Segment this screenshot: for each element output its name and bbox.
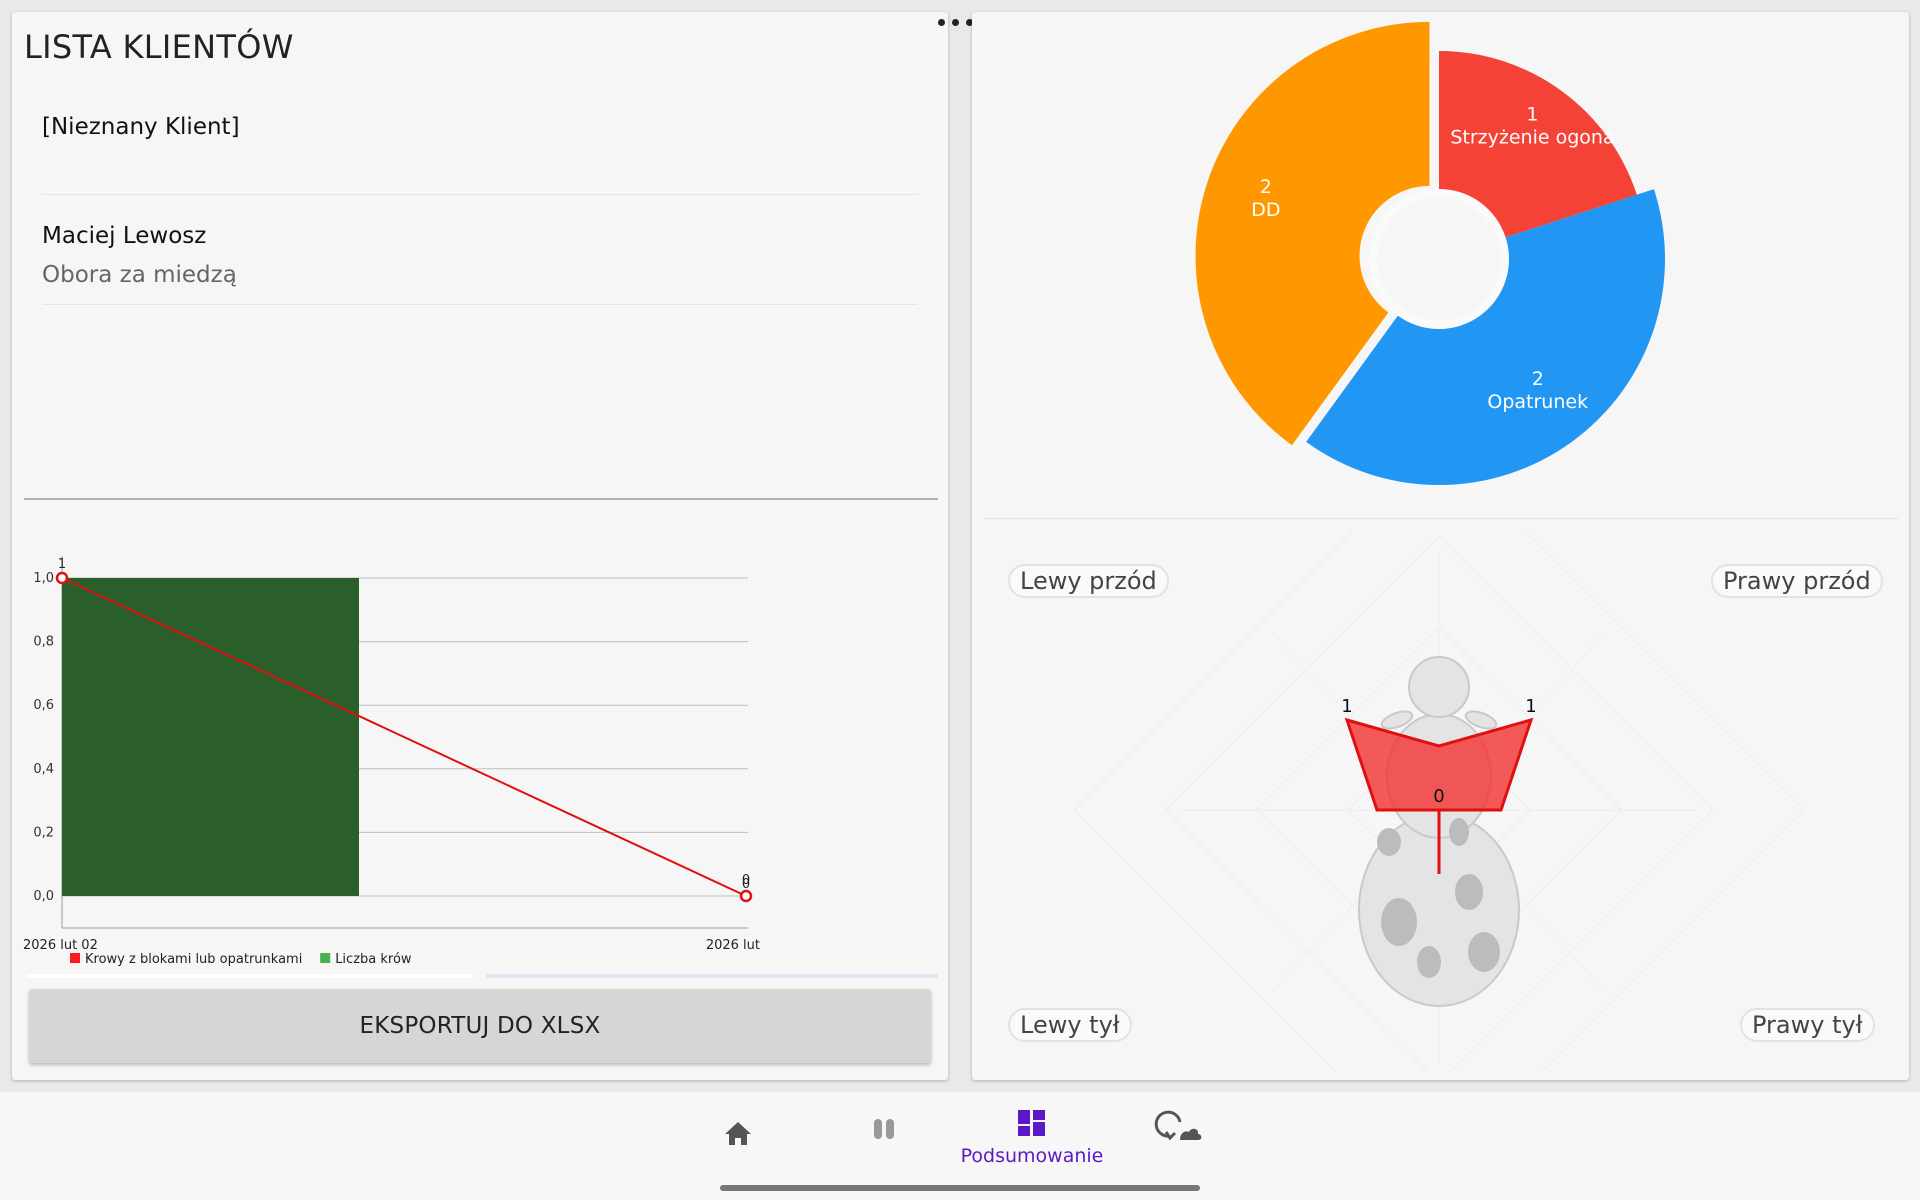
y-tick-label: 0,4 (33, 762, 54, 777)
donut-slice (1439, 51, 1637, 238)
y-tick-label: 1,0 (33, 571, 54, 586)
page-title: LISTA KLIENTÓW (24, 28, 294, 66)
nav-summary-label: Podsumowanie (960, 1145, 1104, 1167)
x-tick-label: 2026 lut 02 (23, 938, 98, 953)
y-tick-label: 0,2 (33, 825, 54, 840)
clients-panel: LISTA KLIENTÓW [Nieznany Klient] Maciej … (12, 12, 948, 1080)
slice-label: Strzyżenie ogona (1450, 126, 1614, 148)
y-tick-label: 0,8 (33, 635, 54, 650)
leg-rear-left-label: Lewy tył (1008, 1008, 1132, 1042)
nav-pause[interactable] (826, 1092, 942, 1182)
data-label: 1 (58, 557, 66, 572)
cow-ear (1464, 710, 1498, 730)
legend-label: Krowy z blokami lub opatrunkami (85, 952, 302, 967)
cow-ear (1380, 710, 1414, 730)
leg-front-left-label: Lewy przód (1008, 564, 1169, 598)
client-list-item[interactable]: Maciej Lewosz Obora za miedzą (42, 195, 918, 305)
donut-hole (1377, 197, 1501, 321)
radar-value-label: 0 (1433, 786, 1444, 807)
bar (62, 578, 359, 896)
legs-radar-chart: 1 1 0 (1073, 532, 1805, 1072)
y-tick-label: 0,6 (33, 698, 54, 713)
radar-grid (1164, 535, 1714, 1072)
x-tick-label: 2026 lut (706, 938, 760, 953)
export-xlsx-button[interactable]: EKSPORTUJ DO XLSX (29, 989, 931, 1063)
radar-grid (1073, 532, 1805, 1072)
home-icon (725, 1122, 751, 1145)
slice-label: Opatrunek (1487, 391, 1588, 413)
client-name: Maciej Lewosz (42, 223, 207, 249)
legend-swatch (70, 953, 80, 963)
data-label: 0 (742, 877, 750, 892)
radar-value-label: 1 (1341, 696, 1352, 717)
line-series (61, 577, 747, 897)
line-point (55, 571, 69, 585)
nav-sync[interactable] (1124, 1092, 1240, 1182)
cow-spot (1377, 828, 1401, 856)
home-indicator (720, 1185, 1200, 1191)
data-label: 0 (742, 873, 750, 888)
y-tick-label: 0,0 (33, 889, 54, 904)
bottom-navigation: Podsumowanie (0, 1092, 1920, 1200)
cow-spot (1455, 874, 1483, 910)
client-location: Obora za miedzą (42, 262, 237, 288)
more-options-icon[interactable] (938, 16, 982, 28)
legend-label: Liczba krów (335, 952, 412, 967)
divider (24, 498, 938, 500)
cow-spot (1381, 898, 1417, 946)
sync-icon (1154, 1110, 1202, 1141)
dashboard-icon (1018, 1110, 1045, 1136)
cows-chart: 1,0 0,8 0,6 0,4 0,2 0,0 1 00 2026 lut 02 2026 lut… (23, 556, 760, 967)
line-point (739, 889, 753, 903)
cow-spot (1417, 946, 1441, 978)
cow-spot (1449, 818, 1469, 846)
client-list-item[interactable]: [Nieznany Klient] (42, 92, 918, 195)
progress-track (486, 974, 938, 978)
slice-count: 2 (1532, 368, 1544, 390)
leg-rear-right-label: Prawy tył (1740, 1008, 1875, 1042)
slice-label: DD (1251, 199, 1280, 221)
slice-count: 2 (1260, 176, 1272, 198)
client-name: [Nieznany Klient] (42, 114, 240, 140)
divider (984, 518, 1898, 519)
cow-spot (1468, 932, 1500, 972)
radar-value-label: 1 (1525, 696, 1536, 717)
radar-area (1344, 717, 1534, 812)
slice-count: 1 (1526, 103, 1538, 125)
donut-slice (1306, 189, 1665, 485)
leg-front-right-label: Prawy przód (1711, 564, 1883, 598)
donut-slice (1195, 21, 1430, 446)
legend-swatch (320, 953, 331, 963)
nav-home[interactable] (680, 1092, 796, 1182)
pause-icon (874, 1119, 894, 1139)
cow-head (1408, 656, 1470, 718)
nav-summary[interactable]: Podsumowanie (946, 1092, 1118, 1182)
progress-track (26, 974, 472, 978)
